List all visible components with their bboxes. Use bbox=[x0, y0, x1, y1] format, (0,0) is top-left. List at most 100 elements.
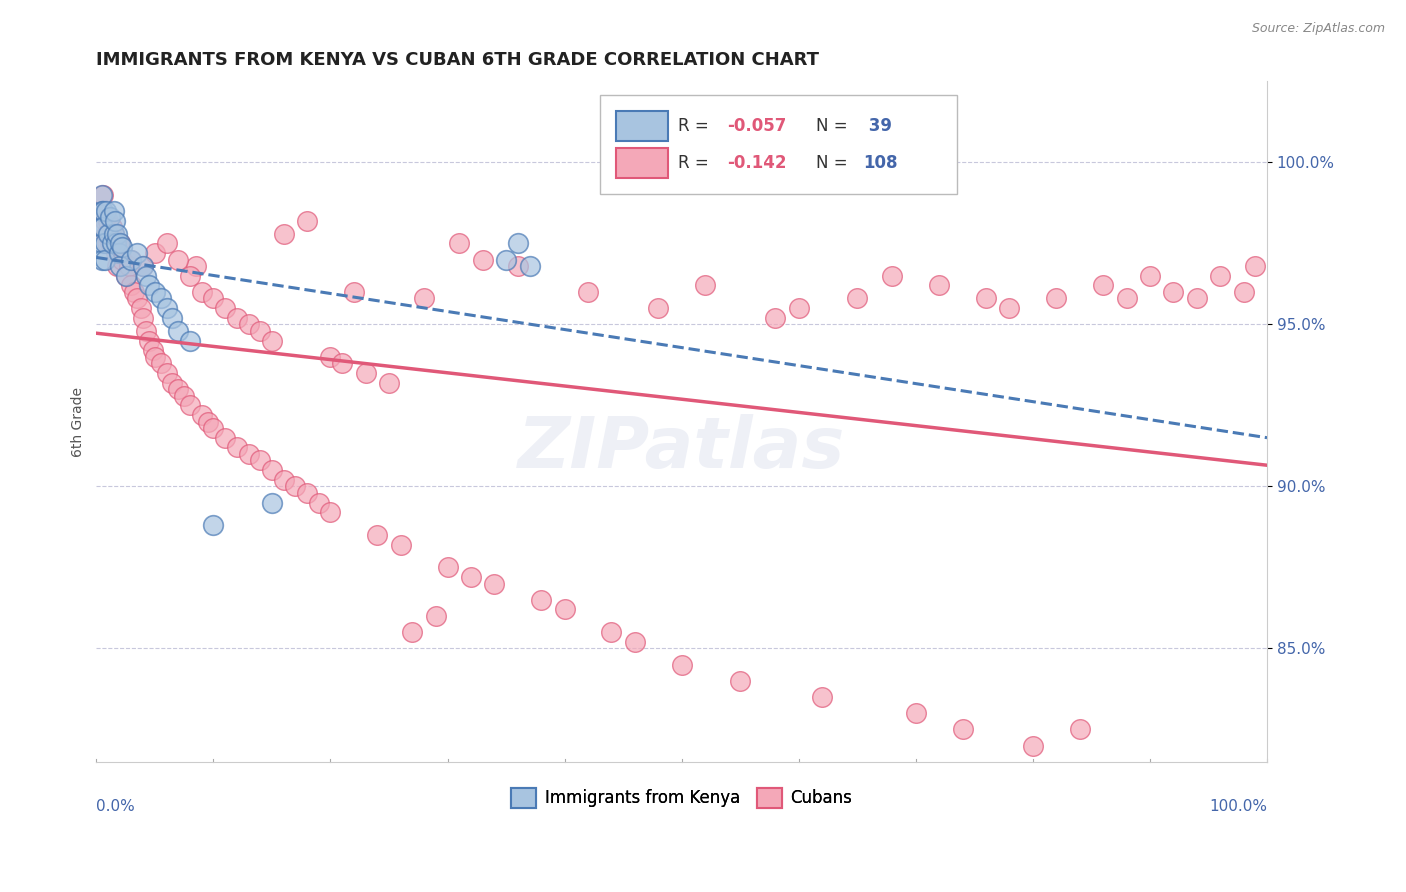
Y-axis label: 6th Grade: 6th Grade bbox=[72, 386, 86, 457]
Point bbox=[319, 350, 342, 364]
Point bbox=[134, 324, 156, 338]
Point bbox=[118, 259, 141, 273]
Point bbox=[111, 239, 134, 253]
Point bbox=[928, 278, 950, 293]
Point bbox=[190, 408, 212, 422]
Point bbox=[238, 447, 260, 461]
Point bbox=[330, 356, 353, 370]
Point bbox=[103, 203, 125, 218]
Point bbox=[96, 236, 118, 251]
Point bbox=[93, 187, 115, 202]
Point bbox=[97, 213, 120, 227]
Text: 108: 108 bbox=[863, 154, 897, 172]
Point bbox=[155, 301, 177, 315]
Point bbox=[97, 227, 120, 241]
Text: 100.0%: 100.0% bbox=[1209, 799, 1267, 814]
Point bbox=[295, 213, 318, 227]
Point bbox=[214, 301, 236, 315]
Point bbox=[260, 334, 283, 348]
Text: 39: 39 bbox=[863, 117, 893, 135]
Point bbox=[202, 518, 225, 533]
Point bbox=[173, 389, 195, 403]
Point bbox=[121, 252, 143, 267]
Point bbox=[225, 441, 247, 455]
Point bbox=[108, 236, 131, 251]
Legend: Immigrants from Kenya, Cubans: Immigrants from Kenya, Cubans bbox=[505, 781, 859, 814]
Point bbox=[167, 252, 190, 267]
Point bbox=[1092, 278, 1115, 293]
Point bbox=[91, 187, 114, 202]
Point bbox=[107, 227, 129, 241]
Point bbox=[108, 246, 131, 260]
Point bbox=[284, 479, 307, 493]
Point bbox=[952, 723, 974, 737]
Point bbox=[91, 236, 114, 251]
Point bbox=[1022, 739, 1045, 753]
Point bbox=[728, 673, 751, 688]
Point bbox=[425, 609, 447, 624]
Text: -0.142: -0.142 bbox=[727, 154, 787, 172]
Point bbox=[882, 268, 904, 283]
Point bbox=[624, 635, 647, 649]
Point bbox=[260, 495, 283, 509]
Text: R =: R = bbox=[678, 154, 714, 172]
Point bbox=[308, 495, 330, 509]
Point bbox=[295, 486, 318, 500]
Point bbox=[1209, 268, 1232, 283]
Point bbox=[273, 473, 295, 487]
FancyBboxPatch shape bbox=[616, 111, 668, 141]
Point bbox=[105, 236, 128, 251]
Point bbox=[127, 292, 149, 306]
Point bbox=[530, 592, 553, 607]
Point bbox=[100, 236, 122, 251]
Point bbox=[763, 310, 786, 325]
Point bbox=[413, 292, 436, 306]
Point bbox=[129, 301, 152, 315]
Point bbox=[91, 203, 114, 218]
Point bbox=[1045, 292, 1067, 306]
FancyBboxPatch shape bbox=[600, 95, 957, 194]
Point bbox=[846, 292, 869, 306]
Point bbox=[238, 318, 260, 332]
Point bbox=[184, 259, 207, 273]
Point bbox=[319, 505, 342, 519]
Point bbox=[91, 203, 114, 218]
Point bbox=[107, 246, 129, 260]
Point bbox=[93, 213, 115, 227]
Point bbox=[155, 366, 177, 380]
Point bbox=[519, 259, 541, 273]
Point bbox=[998, 301, 1021, 315]
Point bbox=[114, 268, 136, 283]
Point bbox=[138, 278, 160, 293]
Point bbox=[1069, 723, 1091, 737]
Point bbox=[249, 324, 271, 338]
Point bbox=[103, 227, 125, 241]
Point bbox=[389, 538, 412, 552]
Point bbox=[103, 227, 125, 241]
Point bbox=[143, 246, 166, 260]
Point bbox=[127, 246, 149, 260]
Point bbox=[600, 625, 623, 640]
Point bbox=[436, 560, 458, 574]
Point bbox=[974, 292, 997, 306]
Point bbox=[105, 246, 128, 260]
Text: 0.0%: 0.0% bbox=[97, 799, 135, 814]
Point bbox=[904, 706, 927, 721]
Point bbox=[94, 203, 117, 218]
Point bbox=[401, 625, 423, 640]
Point bbox=[471, 252, 494, 267]
Point bbox=[214, 431, 236, 445]
Point bbox=[693, 278, 716, 293]
Point bbox=[94, 227, 117, 241]
Point bbox=[100, 236, 122, 251]
FancyBboxPatch shape bbox=[616, 148, 668, 178]
Point bbox=[141, 343, 163, 358]
Point bbox=[107, 259, 129, 273]
Text: IMMIGRANTS FROM KENYA VS CUBAN 6TH GRADE CORRELATION CHART: IMMIGRANTS FROM KENYA VS CUBAN 6TH GRADE… bbox=[97, 51, 820, 69]
Point bbox=[1139, 268, 1161, 283]
Point bbox=[811, 690, 834, 704]
Point bbox=[122, 285, 145, 299]
Point bbox=[378, 376, 401, 390]
Point bbox=[114, 268, 136, 283]
Point bbox=[249, 453, 271, 467]
